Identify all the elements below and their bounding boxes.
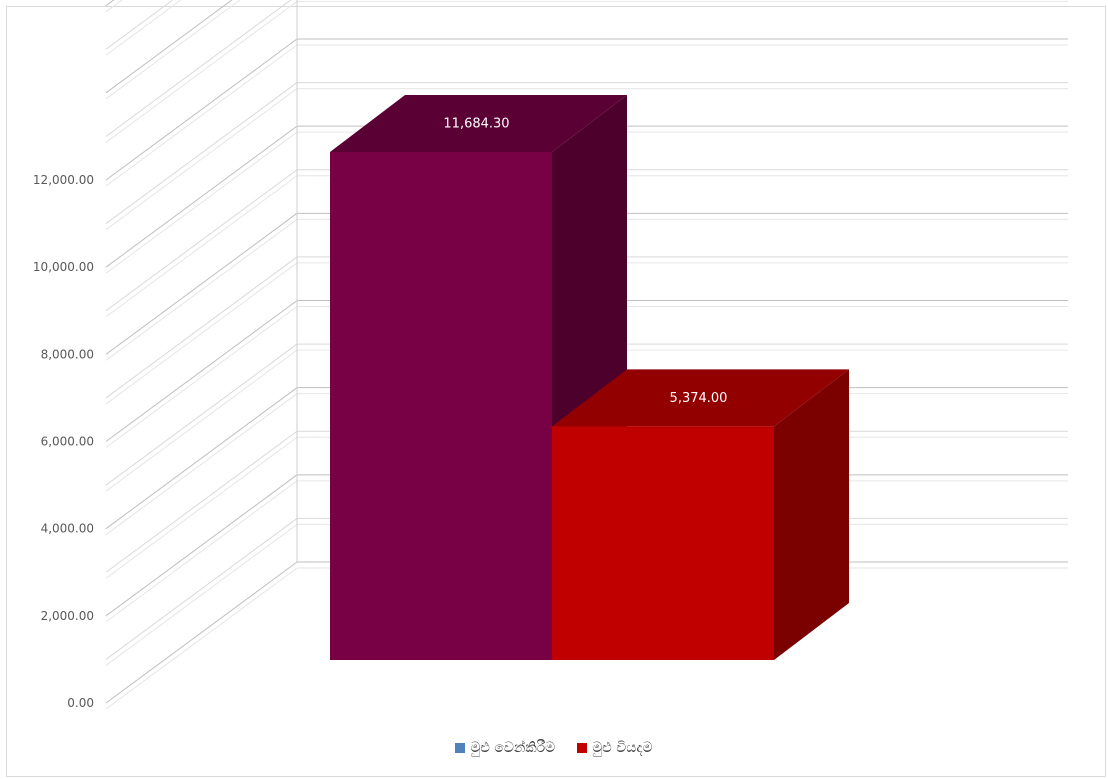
gridline-side	[105, 474, 298, 617]
gridline-side-minor	[105, 0, 241, 100]
gridline-side	[105, 212, 298, 355]
gridline-side-minor	[105, 567, 298, 710]
gridline-side-minor	[105, 0, 123, 13]
bar-top-allocation	[330, 95, 627, 152]
legend-item-allocation[interactable]: මුළු වෙන්කිරීම	[455, 740, 555, 756]
gridline-side	[105, 561, 298, 704]
gridline-side	[105, 300, 298, 442]
gridline-side	[105, 518, 298, 660]
gridline-side-minor	[105, 0, 182, 56]
gridline-side-minor	[105, 393, 298, 536]
legend-item-expenditure[interactable]: මුළු වියදම	[577, 740, 653, 756]
gridline-side-minor	[105, 306, 298, 448]
gridline-side-minor	[105, 88, 298, 230]
data-label-expenditure: 5,374.00	[670, 391, 728, 406]
y-tick-label: 2,000.00	[41, 609, 94, 623]
gridline-side-minor	[105, 175, 298, 318]
bar-layer	[330, 95, 849, 660]
bar-side-expenditure	[774, 369, 849, 660]
gridline-side-minor	[105, 262, 298, 405]
gridline-side-minor	[105, 436, 298, 579]
legend: මුළු වෙන්කිරීම මුළු වියදම	[0, 740, 1108, 756]
gridline-side	[105, 0, 292, 137]
gridline-side-minor	[105, 349, 298, 492]
data-label-allocation: 11,684.30	[443, 117, 509, 132]
y-tick-label: 0.00	[67, 696, 94, 710]
gridline-side	[105, 82, 298, 224]
bar-allocation	[330, 152, 552, 660]
gridline-side-minor	[105, 218, 298, 361]
bar-top-expenditure	[552, 369, 849, 427]
y-tick-label: 4,000.00	[41, 522, 94, 536]
gridline-side	[105, 256, 298, 399]
legend-label-allocation: මුළු වෙන්කිරීම	[470, 740, 556, 756]
gridline-side	[105, 38, 298, 181]
gridline-side-minor	[105, 44, 298, 187]
gridline-side	[105, 169, 298, 312]
gridline-side	[105, 430, 298, 573]
gridline-side	[105, 343, 298, 486]
bar-expenditure	[552, 426, 774, 660]
gridline-side-minor	[105, 480, 298, 623]
legend-label-expenditure: මුළු වියදම	[592, 740, 653, 756]
gridline-side	[105, 0, 174, 50]
legend-swatch-allocation	[455, 743, 466, 753]
y-tick-label: 8,000.00	[41, 347, 94, 361]
gridline-side	[105, 387, 298, 530]
gridline-side-minor	[105, 131, 298, 274]
legend-swatch-expenditure	[577, 743, 588, 753]
gridline-side-minor	[105, 524, 298, 666]
y-tick-label: 12,000.00	[33, 173, 94, 187]
gridline-side	[105, 0, 115, 7]
gridline-side	[105, 125, 298, 268]
gridline-side	[105, 0, 233, 94]
y-tick-label: 10,000.00	[33, 260, 94, 274]
y-tick-label: 6,000.00	[41, 435, 94, 449]
data-label-layer: 11,684.30 5,374.00	[443, 117, 727, 406]
gridline-side-minor	[105, 1, 298, 143]
y-axis-ticks: 0.00 2,000.00 4,000.00 6,000.00 8,000.00 10,0…	[33, 173, 94, 710]
